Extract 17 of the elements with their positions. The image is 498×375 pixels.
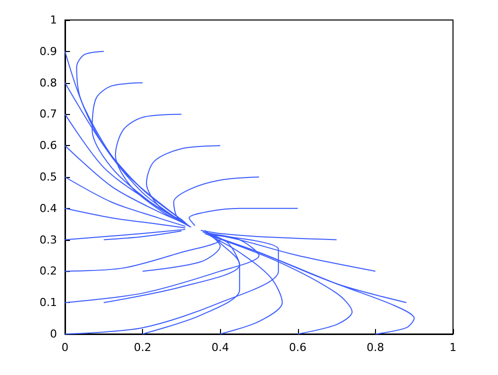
x-tick-label: 0.6 xyxy=(289,341,307,354)
y-tick-label: 0.1 xyxy=(40,296,57,310)
y-tick-label: 0.7 xyxy=(40,108,57,121)
y-tick-label: 0.3 xyxy=(40,233,57,246)
y-tick-label: 0.6 xyxy=(40,139,57,152)
y-tick-label: 0 xyxy=(50,328,57,340)
x-tick-label: 0.2 xyxy=(134,341,152,354)
x-tick-label: 1 xyxy=(450,341,456,354)
y-tick-label: 0.9 xyxy=(40,44,57,58)
y-tick-label: 0.5 xyxy=(40,170,57,184)
y-tick-label: 0.4 xyxy=(40,202,57,215)
x-tick-label: 0 xyxy=(62,341,68,354)
x-tick-label: 0.8 xyxy=(366,341,384,354)
y-tick-label: 1 xyxy=(50,14,57,26)
y-tick-label: 0.2 xyxy=(40,264,57,278)
x-tick-label: 0.4 xyxy=(211,341,229,354)
y-tick-label: 0.8 xyxy=(40,76,57,90)
